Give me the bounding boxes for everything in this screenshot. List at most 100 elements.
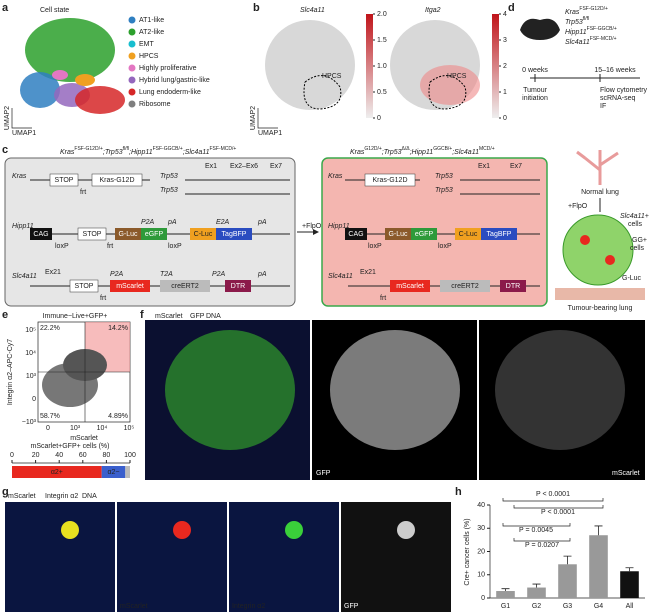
image-content: [173, 521, 191, 539]
tick-label: 30: [477, 525, 485, 532]
cell: [605, 255, 615, 265]
label: +FlpO: [568, 203, 588, 210]
genotype-part: Hipp11: [565, 29, 587, 36]
legend-swatch: [128, 76, 136, 84]
tick-label: 20: [32, 452, 40, 459]
element: [440, 280, 490, 292]
image-content: [330, 330, 460, 450]
tumour: [562, 214, 634, 286]
element-label: DTR: [231, 283, 245, 290]
bar-segment: [12, 466, 102, 478]
axis-label: mScarlet: [70, 435, 98, 442]
axis-label: UMAP2: [4, 106, 11, 130]
image: [117, 502, 227, 612]
error-bar: [532, 583, 541, 588]
genotype-line: Trp53fl/fl: [565, 16, 589, 26]
tissue: [555, 288, 645, 300]
genotype-part: Kras: [350, 149, 365, 156]
site: frt: [107, 243, 113, 250]
segment-label: α2+: [51, 469, 63, 476]
panel-b: Slc4a11 Itga2 HPCS HPCS UMAP1 UMAP2 0 0.5…: [250, 7, 507, 137]
gene: Trp53: [160, 173, 178, 180]
title: Cell state: [40, 7, 69, 14]
panel-letter: d: [508, 2, 515, 14]
legend-swatch: [128, 88, 136, 96]
element-label: STOP: [83, 231, 102, 238]
legend: mScarlet: [155, 313, 183, 320]
element: [77, 227, 107, 241]
step: scRNA-seq: [600, 95, 636, 102]
image-content: [61, 521, 79, 539]
legend-label: Hybrid lung/gastric-like: [139, 77, 210, 84]
legend-swatch: [128, 28, 136, 36]
cell: [580, 235, 590, 245]
error-bar: [594, 525, 603, 536]
annotation: P = 0.0045: [519, 527, 553, 534]
image-content: [397, 521, 415, 539]
gene: Slc4a11: [300, 7, 325, 14]
element-label: G-Luc: [118, 231, 138, 238]
element: [500, 280, 526, 292]
outline: [303, 75, 342, 110]
tick-label: 1: [503, 89, 507, 96]
time: 0 weeks: [522, 67, 548, 74]
annotation: P < 0.0001: [541, 509, 575, 516]
legend-label: EMT: [139, 41, 155, 48]
element: [141, 228, 167, 240]
stacked-bar: mScarlet+GFP+ cells (%) 0 20 40 60 80 100 α2+ α2…: [10, 443, 136, 478]
error-bar: [501, 588, 510, 592]
axis-label: UMAP1: [258, 130, 282, 137]
tick-label: 0: [503, 115, 507, 122]
genotype-part: Slc4a11: [565, 39, 590, 46]
annotations: P < 0.0001 P < 0.0001 P = 0.0045 P = 0.0…: [502, 491, 604, 549]
bar: [620, 571, 639, 598]
image: [229, 502, 339, 612]
step: Flow cytometry: [600, 87, 648, 94]
panel-letter: f: [140, 309, 144, 321]
ticks: 10⁵ 10⁴ 10³ 0 −10³ 0 10³ 10⁴ 10⁵: [22, 327, 135, 432]
element-label: STOP: [75, 283, 94, 290]
site: P2A: [110, 271, 124, 278]
colorbar: [492, 14, 499, 118]
bar: [589, 535, 608, 598]
cluster: [25, 18, 115, 82]
cluster: [20, 72, 60, 108]
flpo: +FlpO: [302, 223, 322, 230]
label: Integrin α2: [232, 603, 265, 610]
step: Tumour: [523, 87, 548, 94]
panel-a: Cell state UMAP1 UMAP2 AT1-like AT2-like E…: [4, 7, 210, 137]
bar: [527, 587, 546, 598]
panel-f: mScarlet GFP DNA GFP mScarlet: [145, 313, 645, 480]
genotype-line: Hipp11FSF-GGCB/+: [565, 26, 617, 36]
legend-swatch: [128, 40, 136, 48]
axis-label: UMAP1: [12, 130, 36, 137]
image-content: [165, 330, 295, 450]
element: [91, 173, 143, 187]
legend-label: Ribosome: [139, 101, 171, 108]
exon: Ex7: [270, 163, 282, 170]
region: HPCS: [322, 73, 342, 80]
axis-label: Cre+ cancer cells (%): [464, 518, 471, 585]
gene: Hipp11: [328, 223, 350, 230]
label: Normal lung: [581, 189, 619, 196]
tick-label: 20: [477, 548, 485, 555]
site: frt: [380, 295, 386, 302]
exon: Ex21: [360, 269, 376, 276]
panel-letter: b: [253, 2, 260, 14]
airway: [576, 150, 619, 185]
element-label: eGFP: [145, 231, 164, 238]
element-label: mScarlet: [116, 283, 144, 290]
element: [481, 228, 517, 240]
element-label: STOP: [55, 177, 74, 184]
site: T2A: [160, 271, 173, 278]
genotype-part: Kras: [60, 149, 75, 156]
element-label: CAG: [33, 231, 48, 238]
right-constructs: Kras Kras-G12D Trp53 Trp53 Ex1 Ex7 Hipp1…: [328, 163, 540, 302]
element: [30, 228, 52, 240]
tick-label: 10³: [70, 425, 81, 432]
tick-label: 10⁴: [25, 350, 36, 357]
exon: Ex7: [510, 163, 522, 170]
element: [69, 279, 99, 293]
genotype-part: FSF-GGCB/+: [587, 26, 617, 32]
